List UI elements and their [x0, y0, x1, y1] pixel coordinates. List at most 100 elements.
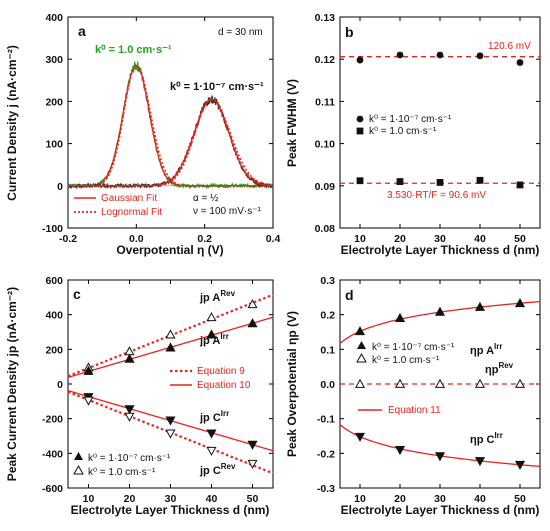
panel-c-point	[247, 459, 258, 469]
panel-b-ytick-label: 0.08	[315, 223, 336, 235]
panel-b-marks	[340, 51, 540, 189]
panel-c-point	[83, 365, 94, 375]
panel-c-ticks: 10 20 30 40 50 -600 -400 -200 0 200 400 600	[42, 275, 273, 505]
panel-d: 10 20 30 40 50 -0.3 -0.2 -0.1 0.0 0.1 0.2 0.3 d ηp …	[285, 275, 541, 517]
panel-c-point	[206, 429, 217, 439]
panel-b-ytick-label: 0.09	[315, 181, 336, 193]
panel-c-ylabel: Peak Current Density jp (nA·cm⁻²)	[5, 287, 19, 481]
panel-a-label: a	[78, 23, 86, 39]
panel-b-point	[436, 179, 444, 186]
panel-b: 10 20 30 40 50 0.08 0.09 0.10 0.11 0.12 0.13 b 120…	[285, 12, 541, 257]
panel-d-point	[354, 326, 366, 336]
panel-d-marks	[339, 297, 541, 471]
panel-c-legend-eq10: Equation 10	[197, 380, 251, 391]
panel-d-point	[394, 378, 406, 388]
panel-d-point	[474, 457, 486, 467]
panel-d-xtick-label: 40	[474, 493, 486, 505]
panel-a-legend-gauss: Gaussian Fit	[101, 193, 157, 204]
panel-c-ytick-label: -600	[42, 483, 63, 495]
panel-d-eta-rev-label: ηpRev	[485, 361, 514, 376]
panel-a: -0.2 0.0 0.2 0.4 -100 0 100 200 300 400 a d = 30 …	[5, 12, 280, 257]
panel-c-ytick-label: 400	[45, 310, 63, 322]
panel-d-xtick-label: 50	[514, 493, 526, 505]
panel-a-xtick-label: 0.2	[197, 233, 212, 245]
panel-c-legend-filled-triangle	[74, 452, 83, 460]
panel-d-ylabel: Peak Overpotential ηp (V)	[285, 311, 299, 457]
panel-c-point	[206, 329, 217, 339]
panel-b-legend-slow: k⁰ = 1·10⁻⁷ cm·s⁻¹	[369, 114, 452, 125]
panel-d-point	[394, 312, 406, 322]
panel-a-scan-note: ν = 100 mV·s⁻¹	[193, 206, 261, 217]
panel-a-lognormal-fit-1	[68, 98, 274, 187]
panel-d-ytick-label: 0.2	[320, 310, 335, 322]
panel-a-xtick-label: 0.0	[129, 233, 144, 245]
panel-d-ytick-label: -0.3	[317, 483, 335, 495]
panel-c-jpc-rev-label: jp CRev	[199, 462, 236, 477]
panel-d-legend-eq11: Equation 11	[388, 405, 441, 416]
panel-b-legend-square	[356, 127, 364, 135]
panel-d-legend-filled-triangle	[357, 341, 366, 349]
panel-c-jpc-irr-label: jp CIrr	[199, 409, 229, 424]
panel-d-xtick-label: 20	[394, 493, 406, 505]
panel-a-xtick-label: -0.2	[59, 233, 77, 245]
panel-c-point	[124, 353, 135, 363]
panel-a-curves	[67, 61, 274, 190]
panel-c-point	[83, 396, 94, 406]
panel-b-point	[516, 181, 524, 189]
panel-a-ytick-label: 100	[45, 139, 63, 151]
panel-b-label: b	[345, 24, 354, 40]
panel-d-point	[434, 306, 446, 316]
panel-c-ytick-label: 200	[45, 344, 63, 356]
panel-c-jpa-irr-label: jp AIrr	[199, 332, 229, 347]
panel-d-legend-open-triangle	[356, 352, 367, 363]
panel-b-ytick-label: 0.12	[315, 54, 336, 66]
panel-b-ytick-label: 0.11	[315, 96, 335, 108]
panel-d-point	[434, 378, 446, 388]
panel-c-xtick-label: 40	[206, 493, 218, 505]
panel-b-ref-upper-label: 120.6 mV	[488, 41, 531, 52]
panel-c-ytick-label: 600	[45, 275, 63, 287]
panel-c-label: c	[73, 286, 81, 302]
panel-c-point	[206, 312, 217, 322]
panel-c-xtick-label: 30	[165, 493, 177, 505]
panel-d-legend-slow: k⁰ = 1·10⁻⁷ cm·s⁻¹	[372, 342, 455, 353]
panel-d-label: d	[345, 287, 354, 303]
panel-d-xlabel: Electrolyte Layer Thickness d (nm)	[341, 503, 540, 517]
panel-d-etaa-irr-label: ηp AIrr	[470, 342, 502, 357]
panel-b-legend-fast: k⁰ = 1.0 cm·s⁻¹	[369, 126, 437, 137]
panel-d-ytick-label: 0.1	[320, 344, 335, 356]
panel-b-ticks: 10 20 30 40 50 0.08 0.09 0.10 0.11 0.12 0.13	[315, 12, 540, 245]
panel-a-ytick-label: 300	[45, 54, 63, 66]
panel-c-point	[165, 429, 176, 439]
panel-b-point	[356, 177, 364, 185]
panel-d-point	[474, 301, 486, 311]
panel-c-ytick-label: 0	[57, 379, 63, 391]
panel-c-xtick-label: 10	[83, 493, 95, 505]
panel-d-xtick-label: 10	[354, 493, 366, 505]
panel-d-point	[394, 446, 406, 456]
panel-a-slow-label: k⁰ = 1·10⁻⁷ cm·s⁻¹	[170, 81, 264, 93]
panel-d-point	[354, 432, 366, 442]
panel-c-xtick-label: 50	[247, 493, 259, 505]
panel-a-ytick-label: -100	[42, 223, 63, 235]
panel-c-point	[165, 329, 176, 339]
panel-d-point	[354, 378, 366, 388]
panel-b-ylabel: Peak FWHM (V)	[285, 79, 299, 167]
panel-a-legend-lognormal: Lognormal Fit	[101, 207, 162, 218]
panel-d-etac-irr-label: ηp CIrr	[470, 431, 503, 446]
panel-a-fast-label: k⁰ = 1.0 cm·s⁻¹	[95, 44, 172, 56]
panel-c-legend-slow: k⁰ = 1·10⁻⁷ cm·s⁻¹	[88, 453, 171, 464]
panel-b-point	[396, 51, 404, 59]
panel-b-point	[516, 59, 524, 66]
panel-d-ytick-label: -0.2	[317, 448, 335, 460]
panel-c-ytick-label: -200	[42, 414, 63, 426]
panel-c-point	[165, 416, 176, 426]
panel-b-xtick-label: 10	[354, 233, 366, 245]
panel-d-point	[514, 297, 526, 308]
panel-d-xtick-label: 30	[434, 493, 446, 505]
panel-c-point	[124, 405, 135, 415]
panel-b-ytick-label: 0.13	[315, 12, 336, 24]
panel-c-xlabel: Electrolyte Layer Thickness d (nm)	[71, 503, 270, 517]
panel-a-ytick-label: 400	[45, 12, 63, 24]
